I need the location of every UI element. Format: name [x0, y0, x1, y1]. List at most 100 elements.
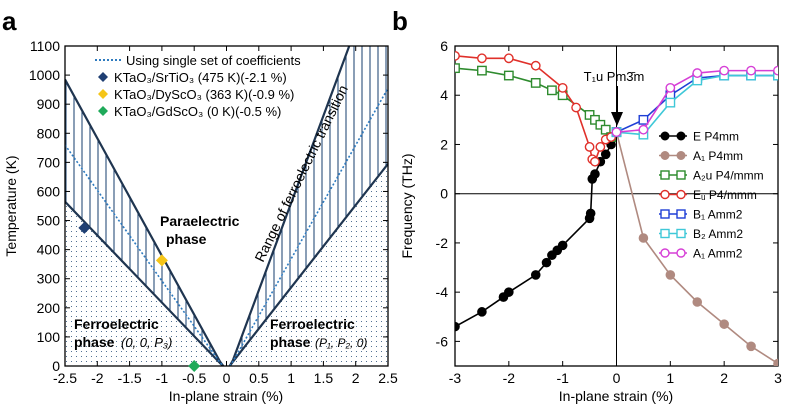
y-tick-label: 800 [37, 125, 61, 141]
panel-a-axes: -2.5 -2 -1.5 -1 -0.5 0 0.5 1 1.5 2 2.5 0 100 200 300 40… [29, 38, 398, 386]
data-point [665, 270, 676, 280]
x-tick-label: -1 [156, 370, 169, 386]
x-tick-label: 0 [223, 370, 231, 386]
legend-marker-dysco3 [98, 89, 108, 99]
data-point [455, 63, 460, 74]
x-tick-label: 0 [613, 370, 621, 386]
substrate-points [78, 221, 201, 372]
boundary-right-upper [228, 46, 351, 366]
data-point [660, 189, 670, 200]
data-point [719, 319, 729, 329]
data-point [590, 114, 600, 125]
data-point [504, 287, 514, 297]
legend-label: A₂u P4/mmm [693, 169, 764, 183]
t1u-arrow-head [611, 112, 623, 126]
legend-label: A₁ Amm2 [693, 247, 743, 261]
x-tick-label: -2 [91, 370, 104, 386]
y-tick-label: 6 [440, 38, 448, 54]
ferroelectric-left-line1: Ferroelectric [74, 316, 159, 332]
y-tick-label: 600 [37, 183, 61, 199]
boundary-left-upper [65, 78, 225, 366]
x-tick-label: 2.5 [378, 370, 398, 386]
y-tick-label: 700 [37, 154, 61, 170]
data-point [595, 142, 606, 152]
ferroelectric-left-polarization: (0, 0, P₃) [121, 335, 172, 350]
data-point [676, 151, 686, 160]
single-coefficients-line-left [65, 144, 224, 366]
y-tick-label: 900 [37, 96, 61, 112]
legend-label: B₂ Amm2 [693, 227, 743, 241]
y-tick-label: 300 [37, 271, 61, 287]
data-point [557, 240, 568, 251]
data-point [477, 307, 487, 317]
panel-b-axes: -3 -2 -1 0 1 2 3 -6 -4 -2 0 2 4 6 [436, 38, 783, 386]
data-point [600, 124, 611, 135]
data-point [660, 151, 670, 160]
data-point [477, 65, 487, 76]
phase-regions [65, 46, 388, 366]
legend-entry-srtio3: KTaO₃/SrTiO₃ (475 K)(-2.1 %) [114, 70, 287, 85]
panel-b-legend: E P4mm A₁ P4mm A₂u P4/mmm Eᵤ P4/mmm B₁ Amm2 B… [659, 130, 764, 261]
y-tick-label: 400 [37, 242, 61, 258]
data-point [585, 208, 596, 219]
legend-label: A₁ P4mm [693, 149, 743, 163]
legend-entry-gdsco3: KTaO₃/GdScO₃ (0 K)(-0.5 %) [114, 104, 281, 119]
y-tick-label: 500 [37, 213, 61, 229]
transition-range-right [229, 46, 388, 366]
data-point [746, 341, 756, 352]
data-point [676, 228, 686, 239]
legend-marker-srtio3 [98, 72, 108, 82]
data-point [541, 257, 552, 268]
ferroelectric-left-line2: phase [74, 334, 115, 350]
data-point [692, 297, 703, 307]
y-tick-label: -2 [436, 235, 449, 251]
panel-b-label: b [392, 6, 408, 36]
y-tick-label: 1100 [30, 38, 60, 54]
y-tick-label: 2 [440, 136, 448, 152]
panel-b: b -3 -2 -1 0 1 2 3 -6 -4 -2 0 2 4 6 T₁u Pm3̄m E P4mm A… [392, 6, 782, 404]
data-point [477, 53, 487, 64]
x-tick-label: -2 [503, 370, 516, 386]
legend-marker-gdsco3 [98, 106, 108, 116]
y-tick-label: 1000 [29, 67, 60, 83]
panel-b-xlabel: In-plane strain (%) [559, 388, 673, 404]
legend-label: Eᵤ P4/mmm [693, 188, 757, 202]
x-tick-label: 1 [666, 370, 674, 386]
data-point [590, 156, 600, 167]
x-tick-label: -3 [449, 370, 462, 386]
y-tick-label: 0 [440, 186, 448, 202]
data-point [665, 97, 676, 108]
x-tick-label: -1.5 [118, 370, 142, 386]
substrate-point [188, 360, 201, 372]
data-point [557, 82, 568, 93]
data-point [638, 114, 649, 125]
data-point [773, 65, 778, 76]
ferroelectric-right-line2: phase [270, 334, 311, 350]
data-point [676, 209, 686, 219]
data-point [455, 50, 460, 61]
panel-a-legend: Using single set of coefficients KTaO₃/S… [95, 53, 301, 119]
t1u-annotation: T₁u Pm3̄m [584, 69, 644, 126]
paraelectric-label-line2: phase [166, 231, 207, 247]
data-point [660, 131, 670, 141]
x-tick-label: -1 [556, 370, 569, 386]
transition-range-left [65, 79, 224, 366]
data-point [660, 209, 670, 219]
legend-entry-dysco3: KTaO₃/DyScO₃ (363 K)(-0.9 %) [114, 87, 294, 102]
data-point [503, 70, 514, 81]
data-point [660, 170, 670, 180]
ferroelectric-right-polarization: (P₁, P₂, 0) [315, 336, 367, 350]
substrate-point [155, 254, 168, 267]
ferroelectric-region-left [65, 201, 224, 366]
legend-label: B₁ Amm2 [693, 208, 743, 222]
data-point [676, 170, 686, 180]
ferroelectric-right-line1: Ferroelectric [270, 316, 355, 332]
data-point [530, 60, 541, 71]
substrate-point [78, 221, 91, 234]
data-point [660, 248, 670, 258]
series-e-p4mm [455, 127, 622, 332]
data-point [584, 142, 595, 152]
x-tick-label: 1.5 [314, 370, 334, 386]
x-tick-label: -0.5 [182, 370, 206, 386]
